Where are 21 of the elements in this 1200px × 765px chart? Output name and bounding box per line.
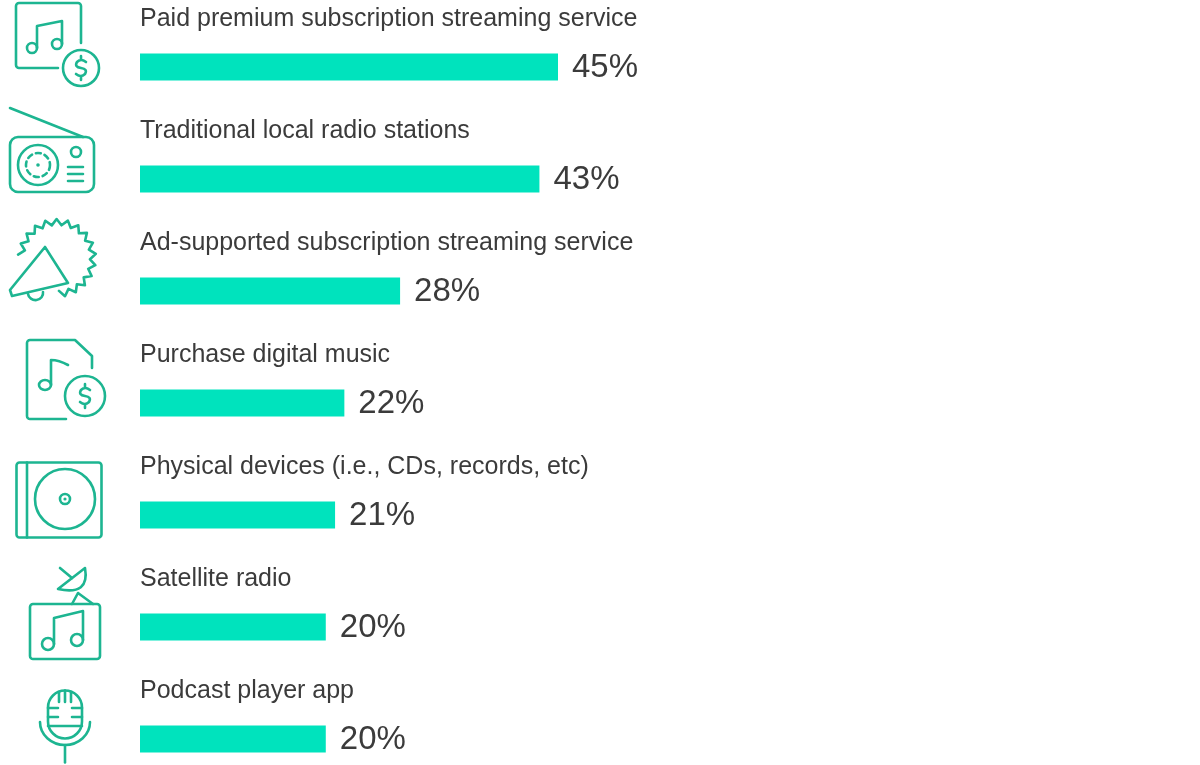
bar (140, 53, 558, 81)
data-label: 43% (553, 159, 620, 196)
data-label: 45% (572, 47, 639, 84)
bar (140, 277, 401, 305)
y-tick-label: Purchase digital music (140, 339, 391, 367)
bar (140, 389, 345, 417)
bar (140, 725, 326, 753)
bar (140, 613, 326, 641)
y-tick-label: Paid premium subscription streaming service (140, 3, 638, 31)
data-label: 20% (339, 607, 406, 644)
data-label: 21% (349, 495, 416, 532)
bar (140, 165, 540, 193)
y-tick-label: Traditional local radio stations (140, 115, 470, 143)
bar (140, 501, 336, 529)
data-label: 22% (358, 383, 425, 420)
y-tick-label: Satellite radio (140, 563, 292, 591)
data-label: 28% (414, 271, 481, 308)
y-tick-label: Podcast player app (140, 675, 355, 703)
y-tick-label: Ad-supported subscription streaming service (140, 227, 634, 255)
y-tick-label: Physical devices (i.e., CDs, records, etc) (140, 451, 589, 479)
data-label: 20% (339, 719, 406, 756)
